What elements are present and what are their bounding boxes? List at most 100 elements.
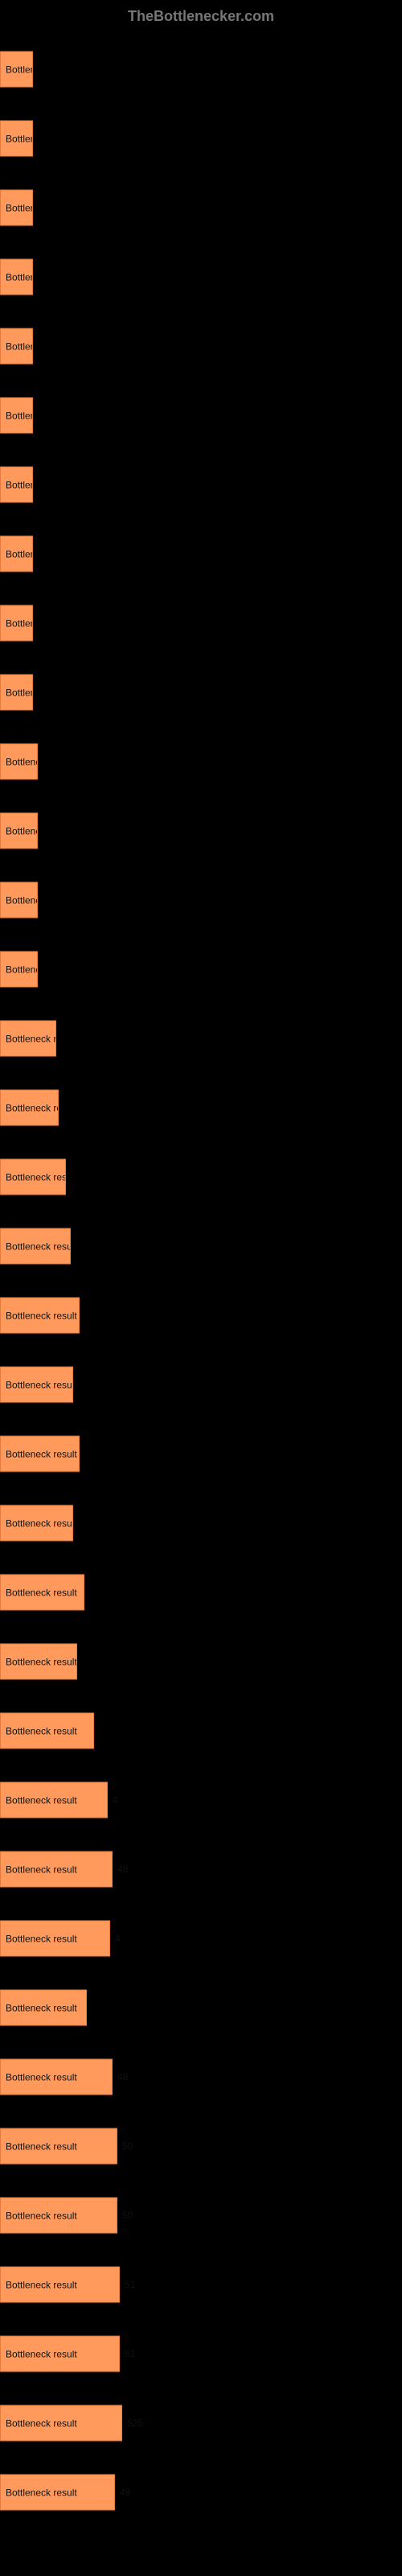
bar-row: Bottleneck result 50 <box>0 2115 402 2178</box>
bar: Bottleneck result <box>0 675 33 711</box>
bar-label: Bottleneck result <box>6 1379 72 1390</box>
bar-label: Bottleneck result <box>6 2210 77 2221</box>
bar: Bottleneck result <box>0 1367 73 1403</box>
bar-row: Bottleneck result 49 <box>0 2461 402 2524</box>
bar: Bottleneck result <box>0 2198 117 2234</box>
bar-label: Bottleneck result <box>6 2487 77 2498</box>
bar-row: Bottleneck result <box>0 1215 402 1278</box>
bar: Bottleneck result <box>0 398 33 434</box>
bar-label: Bottleneck result <box>6 756 37 767</box>
bar-label: Bottleneck result <box>6 202 32 213</box>
bar-row: Bottleneck result <box>0 453 402 516</box>
bar-row: Bottleneck result <box>0 107 402 170</box>
bar-label: Bottleneck result <box>6 2140 77 2152</box>
bar-row: Bottleneck result <box>0 938 402 1001</box>
bar-row: Bottleneck result50 <box>0 2184 402 2247</box>
bar: Bottleneck result <box>0 1298 80 1334</box>
bar-label: Bottleneck result <box>6 2002 77 2013</box>
bar-label: Bottleneck result <box>6 2417 77 2429</box>
bar: Bottleneck result <box>0 2267 120 2303</box>
bar-row: Bottleneck result <box>0 38 402 101</box>
bar-label: Bottleneck result <box>6 1864 77 1875</box>
bar-label: Bottleneck result <box>6 2279 77 2290</box>
site-name: TheBottlenecker.com <box>128 8 274 24</box>
bar-label: Bottleneck result <box>6 2071 77 2083</box>
bar-label: Bottleneck result <box>6 1448 77 1459</box>
bar-row: Bottleneck result <box>0 1353 402 1416</box>
bar-row: Bottleneck result4 <box>0 1907 402 1970</box>
bar: Bottleneck result <box>0 52 33 88</box>
bar: Bottleneck result <box>0 1990 87 2026</box>
bar-label: Bottleneck result <box>6 1794 77 1806</box>
bar-label: Bottleneck result <box>6 964 37 975</box>
bar-row: Bottleneck result <box>0 1076 402 1139</box>
bar: Bottleneck result <box>0 328 33 365</box>
bar-label: Bottleneck result <box>6 2348 77 2359</box>
bar-row: Bottleneck result <box>0 176 402 239</box>
bar-row: Bottleneck result <box>0 1007 402 1070</box>
bar: Bottleneck result <box>0 259 33 295</box>
bar: Bottleneck result <box>0 1575 84 1611</box>
bar: Bottleneck result <box>0 882 38 919</box>
bar-value: 49 <box>120 2487 130 2498</box>
bar: Bottleneck result <box>0 536 33 572</box>
bar-label: Bottleneck result <box>6 1102 58 1113</box>
bar-row: Bottleneck result <box>0 1492 402 1554</box>
bar-row: Bottleneck result <box>0 384 402 447</box>
bar-label: Bottleneck result <box>6 133 32 144</box>
bar-label: Bottleneck result <box>6 1725 77 1736</box>
bar-label: Bottleneck result <box>6 1171 65 1183</box>
bar: Bottleneck result <box>0 121 33 157</box>
bar: Bottleneck result <box>0 605 33 642</box>
bar-row: Bottleneck result48 <box>0 1838 402 1901</box>
bar-value: 4 <box>113 1794 118 1806</box>
bottleneck-bar-chart: Bottleneck resultBottleneck resultBottle… <box>0 30 402 2546</box>
bar-row: Bottleneck result51 <box>0 2322 402 2385</box>
bar-label: Bottleneck result <box>6 617 32 629</box>
bar: Bottleneck result <box>0 1090 59 1126</box>
bar-row: Bottleneck result <box>0 1561 402 1624</box>
bar-label: Bottleneck result <box>6 548 32 559</box>
bar-row: Bottleneck result <box>0 1699 402 1762</box>
bar-row: Bottleneck result <box>0 592 402 654</box>
bar-row: Bottleneck result <box>0 799 402 862</box>
bar-row: Bottleneck result51 <box>0 2253 402 2316</box>
bar-label: Bottleneck result <box>6 1241 70 1252</box>
bar-label: Bottleneck result <box>6 64 32 75</box>
bar-label: Bottleneck result <box>6 894 37 906</box>
bar-row: Bottleneck result <box>0 869 402 931</box>
bar: Bottleneck result <box>0 952 38 988</box>
bar: Bottleneck result <box>0 467 33 503</box>
bar-value: 48 <box>117 2071 128 2083</box>
bar: Bottleneck result <box>0 813 38 849</box>
bar-label: Bottleneck result <box>6 1587 77 1598</box>
bar-row: Bottleneck result <box>0 315 402 378</box>
bar: Bottleneck result <box>0 2336 120 2372</box>
bar: Bottleneck result <box>0 1921 110 1957</box>
bar: Bottleneck result <box>0 2059 113 2095</box>
bar-row: Bottleneck result <box>0 1630 402 1693</box>
bar-row: Bottleneck result 48 <box>0 2046 402 2108</box>
bar: Bottleneck result <box>0 1852 113 1888</box>
bar: Bottleneck result <box>0 2475 115 2511</box>
bar-label: Bottleneck result <box>6 410 32 421</box>
bar: Bottleneck result <box>0 1021 56 1057</box>
bar-label: Bottleneck result <box>6 1310 77 1321</box>
bar-label: Bottleneck result <box>6 341 32 352</box>
bar: Bottleneck result <box>0 1228 71 1265</box>
bar-row: Bottleneck result <box>0 730 402 793</box>
bar: Bottleneck result <box>0 1782 108 1818</box>
bar-label: Bottleneck result <box>6 1033 55 1044</box>
bar: Bottleneck result <box>0 1644 77 1680</box>
bar: Bottleneck result <box>0 1159 66 1195</box>
site-header: TheBottlenecker.com <box>0 0 402 30</box>
bar: Bottleneck result <box>0 1505 73 1542</box>
bar-label: Bottleneck result <box>6 687 32 698</box>
bar-label: Bottleneck result <box>6 1656 76 1667</box>
bar-value: 50 <box>122 2140 133 2152</box>
bar: Bottleneck result <box>0 1713 94 1749</box>
bar: Bottleneck result <box>0 1436 80 1472</box>
bar-row: Bottleneck result 4 <box>0 1769 402 1831</box>
bar: Bottleneck result <box>0 190 33 226</box>
bar-row: Bottleneck result <box>0 1146 402 1208</box>
